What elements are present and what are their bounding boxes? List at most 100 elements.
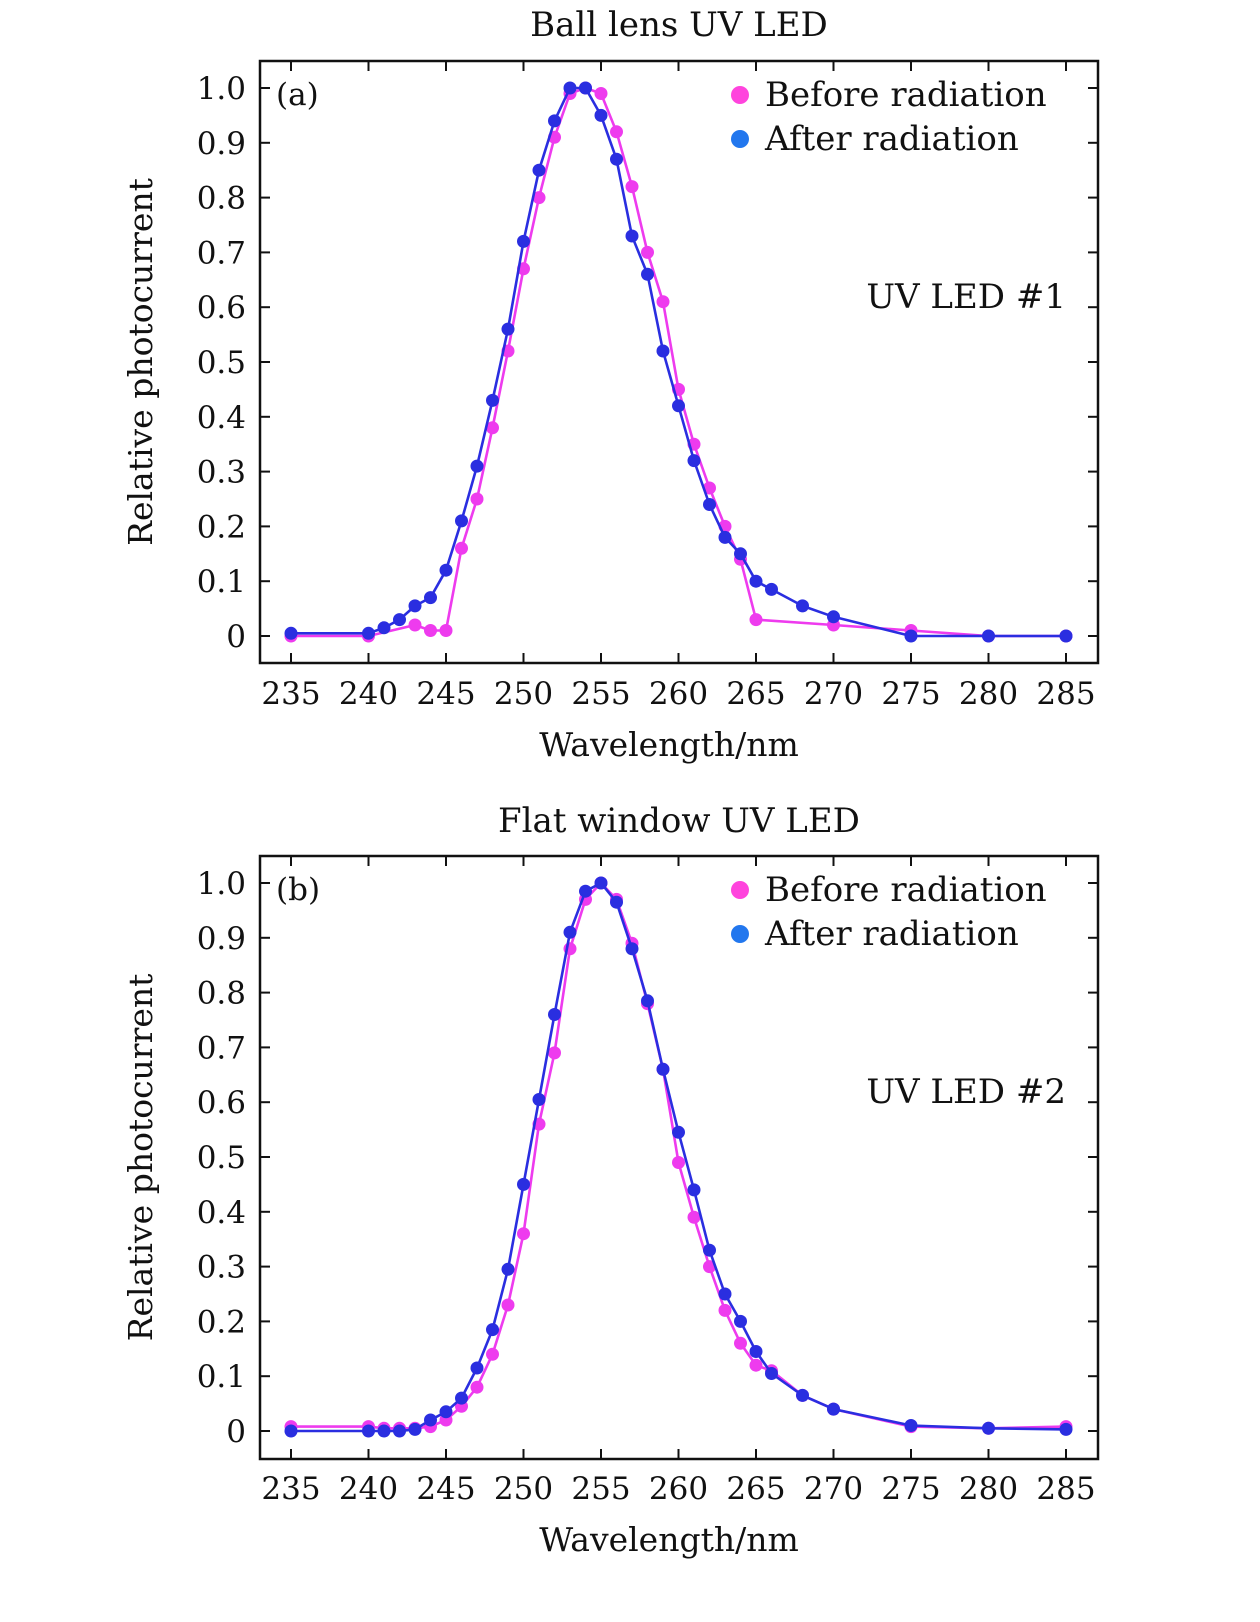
data-point-after — [563, 81, 577, 95]
y-tick-label: 0.5 — [197, 1140, 246, 1176]
x-tick-label: 250 — [494, 676, 553, 712]
data-point-before — [687, 1210, 701, 1224]
data-point-before — [424, 624, 437, 637]
series-line-after — [291, 86, 1066, 638]
y-tick-label: 0.5 — [197, 345, 246, 381]
legend-marker-after — [731, 130, 749, 148]
x-tick-label: 275 — [881, 676, 940, 712]
data-point-after — [656, 1062, 670, 1076]
legend-marker-after — [731, 925, 749, 943]
x-tick-label: 260 — [649, 1471, 708, 1507]
data-point-after — [734, 1314, 747, 1328]
y-tick-label: 0.6 — [197, 290, 246, 326]
data-point-after — [579, 81, 592, 95]
data-point-after — [827, 610, 840, 624]
data-point-after — [1059, 629, 1073, 643]
x-tick-label: 280 — [959, 676, 1018, 712]
data-point-before — [470, 492, 484, 506]
data-point-after — [393, 613, 406, 627]
y-tick-label: 0.7 — [197, 1030, 246, 1066]
data-point-before — [703, 1260, 716, 1274]
y-tick-label: 0.9 — [197, 126, 246, 162]
data-point-after — [982, 629, 995, 643]
y-tick-label: 0.8 — [197, 181, 246, 217]
x-tick-label: 285 — [1036, 1471, 1095, 1507]
data-point-after — [982, 1421, 995, 1435]
y-tick-label: 0.3 — [197, 455, 246, 491]
data-point-after — [548, 1008, 561, 1021]
y-tick-label: 0.2 — [197, 1304, 246, 1340]
data-point-after — [734, 547, 747, 561]
data-point-after — [687, 1183, 701, 1197]
data-point-after — [687, 454, 701, 468]
data-point-after — [439, 1405, 453, 1419]
data-point-after — [362, 1424, 375, 1438]
data-point-after — [377, 1424, 391, 1438]
data-point-after — [765, 1367, 778, 1380]
data-point-after — [424, 1413, 437, 1427]
data-point-after — [362, 626, 375, 640]
x-axis-label: Wavelength/nm — [539, 1520, 799, 1559]
data-point-before — [718, 1303, 732, 1317]
data-point-before — [656, 295, 670, 309]
data-point-after — [625, 942, 639, 956]
y-tick-label: 0.7 — [197, 235, 246, 271]
data-point-after — [904, 629, 918, 643]
series-line-before — [291, 881, 1067, 1430]
data-point-after — [594, 876, 608, 890]
data-point-after — [610, 152, 623, 166]
x-tick-label: 235 — [261, 676, 320, 712]
data-point-before — [517, 1227, 530, 1241]
y-axis-label: Relative photocurrent — [121, 974, 160, 1342]
x-tick-label: 255 — [571, 676, 630, 712]
y-tick-label: 0.1 — [197, 564, 246, 600]
data-point-after — [703, 1243, 716, 1257]
data-point-after — [641, 994, 654, 1008]
data-point-after — [610, 895, 623, 909]
data-point-after — [1059, 1422, 1073, 1436]
data-point-after — [718, 1287, 732, 1301]
y-tick-label: 0.4 — [197, 400, 246, 436]
y-tick-label: 0.4 — [197, 1195, 246, 1231]
legend-label-before: Before radiation — [765, 75, 1047, 115]
x-tick-label: 275 — [881, 1471, 940, 1507]
x-tick-label: 235 — [261, 1471, 320, 1507]
data-point-before — [532, 191, 546, 205]
legend-marker-before — [731, 881, 749, 899]
data-point-before — [625, 180, 639, 194]
series-after — [284, 876, 1073, 1438]
data-point-before — [610, 125, 623, 139]
data-point-before — [501, 1298, 515, 1312]
data-point-after — [532, 163, 546, 177]
y-tick-label: 0.8 — [197, 976, 246, 1012]
data-point-after — [703, 498, 716, 511]
led-annotation: UV LED #2 — [866, 1072, 1066, 1112]
data-point-before — [470, 1380, 484, 1394]
x-axis-label: Wavelength/nm — [539, 725, 799, 764]
data-point-after — [439, 563, 453, 577]
series-before — [284, 876, 1073, 1435]
x-tick-label: 270 — [804, 1471, 863, 1507]
x-tick-label: 245 — [416, 1471, 475, 1507]
data-point-before — [439, 624, 453, 637]
data-point-after — [455, 514, 468, 528]
data-point-after — [904, 1419, 918, 1432]
data-point-after — [796, 599, 809, 613]
data-point-after — [765, 582, 778, 596]
chart-panel-a: Ball lens UV LED 235 240 245 250 255 260 265 270… — [121, 5, 1100, 764]
data-point-after — [408, 599, 422, 613]
x-tick-label: 240 — [339, 1471, 398, 1507]
y-tick-label: 0.3 — [197, 1250, 246, 1286]
series-line-before — [291, 86, 1066, 638]
data-point-after — [641, 267, 654, 281]
data-point-before — [749, 613, 763, 627]
data-point-after — [393, 1424, 406, 1438]
data-point-after — [284, 1424, 298, 1438]
series-after — [284, 81, 1073, 643]
y-tick-label: 0 — [226, 619, 246, 655]
data-point-after — [749, 1345, 763, 1358]
y-tick-label: 1.0 — [197, 71, 246, 107]
series-before — [284, 81, 1073, 643]
data-point-after — [408, 1422, 422, 1436]
data-point-after — [377, 621, 391, 635]
